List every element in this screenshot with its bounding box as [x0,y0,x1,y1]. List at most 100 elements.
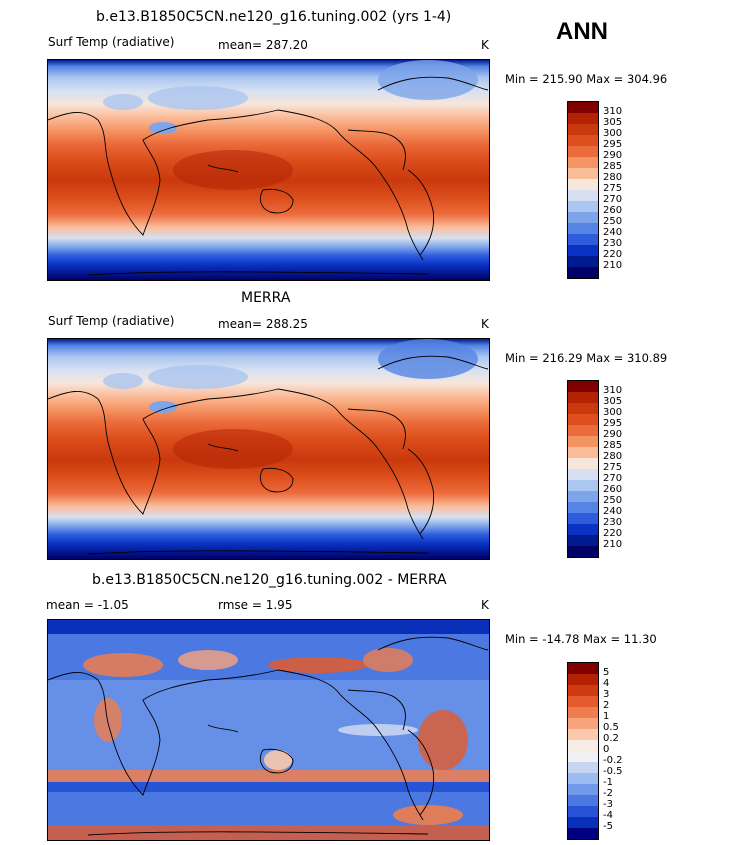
panel-3-rmse: rmse = 1.95 [218,598,293,612]
colorbar-swatch [568,157,598,168]
colorbar-tick-label: 220 [603,249,623,260]
colorbar-tick-label: 310 [603,385,623,396]
colorbar-tick-label: 300 [603,407,623,418]
colorbar-tick-label: 280 [603,451,623,462]
panel-1-minmax: Min = 215.90 Max = 304.96 [505,72,668,86]
panel-2-map-svg [48,339,489,559]
colorbar-tick-label: 230 [603,517,623,528]
colorbar-swatch [568,535,598,546]
colorbar-swatch [568,806,598,817]
colorbar-tick-label: 3 [603,689,610,700]
colorbar-swatch [568,546,598,557]
colorbar-tick-label: -1 [603,777,613,788]
colorbar-swatch [568,414,598,425]
colorbar-swatch [568,403,598,414]
colorbar-tick-label: 240 [603,227,623,238]
colorbar-tick-label: 5 [603,667,610,678]
panel-1-colorbar [567,101,599,279]
colorbar-tick-label: 0 [603,744,610,755]
colorbar-tick-label: 250 [603,216,623,227]
colorbar-swatch [568,502,598,513]
colorbar-swatch [568,828,598,839]
colorbar-swatch [568,212,598,223]
colorbar-swatch [568,480,598,491]
panel-1-units: K [481,38,489,52]
panel-3-minmax: Min = -14.78 Max = 11.30 [505,632,657,646]
colorbar-swatch [568,491,598,502]
colorbar-tick-label: 280 [603,172,623,183]
colorbar-tick-label: -0.2 [603,755,623,766]
panel-3-units: K [481,598,489,612]
panel-1-mean: mean= 287.20 [218,38,308,52]
colorbar-swatch [568,267,598,278]
colorbar-swatch [568,685,598,696]
colorbar-swatch [568,113,598,124]
colorbar-tick-label: 295 [603,418,623,429]
colorbar-swatch [568,102,598,113]
colorbar-tick-label: -3 [603,799,613,810]
colorbar-swatch [568,524,598,535]
colorbar-swatch [568,381,598,392]
colorbar-tick-label: 2 [603,700,610,711]
colorbar-swatch [568,795,598,806]
colorbar-swatch [568,718,598,729]
colorbar-tick-label: 295 [603,139,623,150]
panel-1-map-svg [48,60,489,280]
panel-1-title: b.e13.B1850C5CN.ne120_g16.tuning.002 (yr… [96,9,452,25]
colorbar-swatch [568,436,598,447]
panel-3-colorbar [567,662,599,840]
panel-2-units: K [481,317,489,331]
colorbar-swatch [568,513,598,524]
colorbar-tick-label: -2 [603,788,613,799]
colorbar-tick-label: 305 [603,117,623,128]
panel-1-map [47,59,490,281]
panel-3-coastlines [48,636,489,836]
panel-1-coastlines [48,76,489,276]
colorbar-tick-label: 275 [603,462,623,473]
colorbar-swatch [568,696,598,707]
panel-3-mean: mean = -1.05 [46,598,129,612]
colorbar-tick-label: 240 [603,506,623,517]
colorbar-tick-label: 1 [603,711,610,722]
colorbar-swatch [568,762,598,773]
colorbar-tick-label: 220 [603,528,623,539]
colorbar-swatch [568,740,598,751]
colorbar-swatch [568,190,598,201]
colorbar-tick-label: 230 [603,238,623,249]
colorbar-tick-label: 260 [603,484,623,495]
panel-1-variable-label: Surf Temp (radiative) [48,35,175,49]
panel-2-title: MERRA [241,290,291,306]
colorbar-swatch [568,256,598,267]
panel-3-title: b.e13.B1850C5CN.ne120_g16.tuning.002 - M… [92,572,447,588]
colorbar-tick-label: 305 [603,396,623,407]
colorbar-tick-label: 4 [603,678,610,689]
colorbar-tick-label: 0.5 [603,722,619,733]
colorbar-swatch [568,674,598,685]
colorbar-swatch [568,663,598,674]
colorbar-tick-label: 310 [603,106,623,117]
panel-3-map [47,619,490,841]
colorbar-swatch [568,751,598,762]
panel-2-mean: mean= 288.25 [218,317,308,331]
colorbar-tick-label: 210 [603,260,623,271]
colorbar-tick-label: -0.5 [603,766,623,777]
colorbar-swatch [568,392,598,403]
colorbar-tick-label: 290 [603,150,623,161]
colorbar-swatch [568,817,598,828]
colorbar-tick-label: 285 [603,440,623,451]
colorbar-swatch [568,447,598,458]
panel-2-coastlines [48,355,489,555]
panel-3-map-svg [48,620,489,840]
colorbar-swatch [568,124,598,135]
colorbar-tick-label: 0.2 [603,733,619,744]
colorbar-swatch [568,234,598,245]
colorbar-tick-label: 275 [603,183,623,194]
season-label: ANN [556,18,608,45]
colorbar-swatch [568,201,598,212]
colorbar-swatch [568,245,598,256]
colorbar-swatch [568,469,598,480]
colorbar-swatch [568,707,598,718]
colorbar-tick-label: 285 [603,161,623,172]
panel-2-colorbar [567,380,599,558]
colorbar-swatch [568,223,598,234]
